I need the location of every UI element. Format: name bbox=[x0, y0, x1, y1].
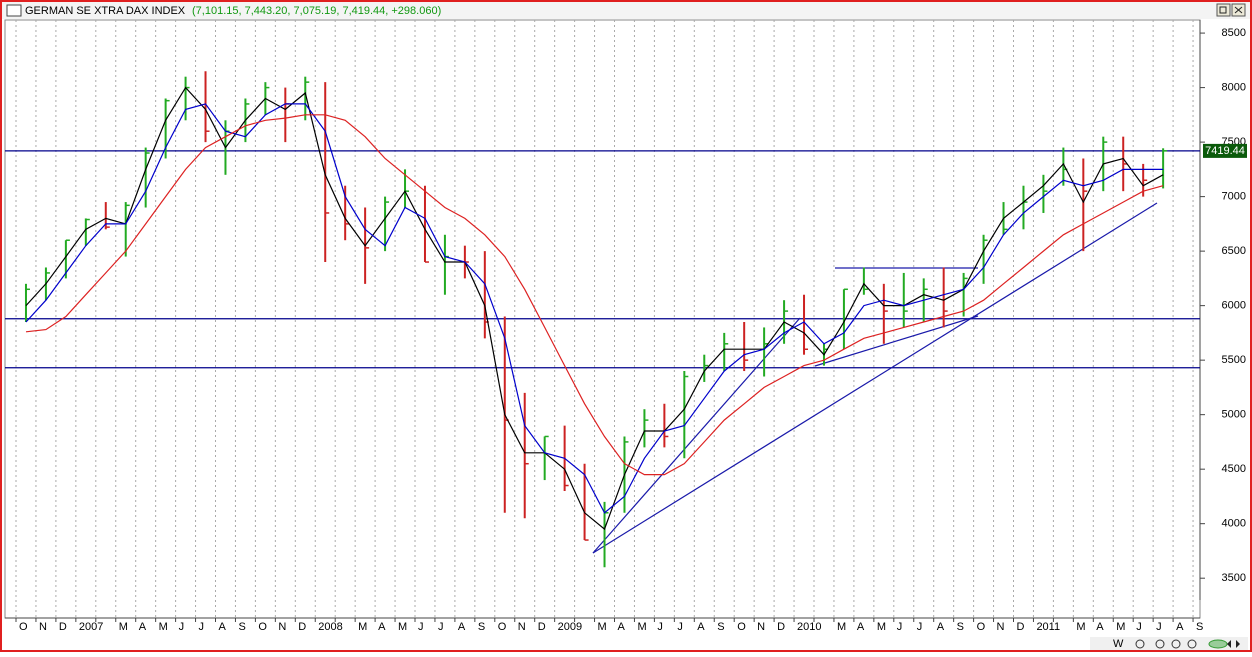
x-tick-label: J bbox=[418, 621, 424, 633]
x-tick-label: J bbox=[199, 621, 205, 633]
toolbar-icon[interactable] bbox=[1171, 639, 1181, 649]
price-tag-label: 7419.44 bbox=[1205, 145, 1245, 157]
moving-average-line bbox=[25, 103, 1164, 514]
x-tick-label: M bbox=[159, 621, 168, 633]
x-tick-label: J bbox=[917, 621, 923, 633]
x-tick-label: N bbox=[278, 621, 286, 633]
x-tick-label: J bbox=[179, 621, 185, 633]
x-tick-label: S bbox=[1196, 621, 1203, 633]
y-tick-label: 6000 bbox=[1222, 300, 1246, 312]
toolbar-slider[interactable] bbox=[1208, 639, 1228, 649]
moving-average-line bbox=[25, 86, 1164, 531]
x-tick-label: N bbox=[997, 621, 1005, 633]
toolbar-label[interactable]: W bbox=[1113, 638, 1124, 650]
x-tick-label: J bbox=[1156, 621, 1162, 633]
chart-title: GERMAN SE XTRA DAX INDEX bbox=[25, 5, 186, 17]
x-tick-label: M bbox=[398, 621, 407, 633]
y-tick-label: 8500 bbox=[1222, 27, 1246, 39]
x-tick-label: A bbox=[1176, 621, 1184, 633]
x-tick-label: 2009 bbox=[558, 621, 582, 633]
title-bar bbox=[2, 2, 1250, 19]
x-tick-label: A bbox=[139, 621, 147, 633]
y-tick-label: 5500 bbox=[1222, 354, 1246, 366]
x-tick-label: D bbox=[538, 621, 546, 633]
x-tick-label: D bbox=[1017, 621, 1025, 633]
chart-subtitle: (7,101.15, 7,443.20, 7,075.19, 7,419.44,… bbox=[192, 5, 441, 17]
x-tick-label: J bbox=[657, 621, 663, 633]
y-tick-label: 5000 bbox=[1222, 409, 1246, 421]
toolbar-icon[interactable] bbox=[1155, 639, 1165, 649]
x-tick-label: D bbox=[59, 621, 67, 633]
y-tick-label: 3500 bbox=[1222, 572, 1246, 584]
x-tick-label: M bbox=[119, 621, 128, 633]
x-tick-label: O bbox=[498, 621, 507, 633]
x-tick-label: M bbox=[637, 621, 646, 633]
x-tick-label: M bbox=[877, 621, 886, 633]
x-tick-label: M bbox=[598, 621, 607, 633]
x-tick-label: N bbox=[39, 621, 47, 633]
x-tick-label: D bbox=[298, 621, 306, 633]
x-tick-label: 2011 bbox=[1036, 621, 1060, 633]
moving-average-line bbox=[25, 114, 1164, 476]
x-tick-label: J bbox=[677, 621, 683, 633]
x-tick-label: M bbox=[1076, 621, 1085, 633]
x-tick-label: S bbox=[957, 621, 964, 633]
trendline bbox=[592, 317, 801, 554]
x-tick-label: A bbox=[697, 621, 705, 633]
y-tick-label: 8000 bbox=[1222, 82, 1246, 94]
x-tick-label: A bbox=[618, 621, 626, 633]
x-tick-label: A bbox=[857, 621, 865, 633]
x-tick-label: J bbox=[897, 621, 903, 633]
x-tick-label: A bbox=[937, 621, 945, 633]
toolbar-icon[interactable] bbox=[1135, 639, 1145, 649]
trendline bbox=[592, 202, 1158, 554]
y-tick-label: 4000 bbox=[1222, 518, 1246, 530]
x-tick-label: M bbox=[358, 621, 367, 633]
price-tag bbox=[1203, 143, 1247, 158]
y-tick-label: 6500 bbox=[1222, 245, 1246, 257]
x-tick-label: O bbox=[19, 621, 28, 633]
x-tick-label: A bbox=[219, 621, 227, 633]
x-tick-label: 2008 bbox=[318, 621, 342, 633]
x-tick-label: J bbox=[438, 621, 444, 633]
x-tick-label: A bbox=[458, 621, 466, 633]
x-tick-label: M bbox=[1116, 621, 1125, 633]
x-tick-label: O bbox=[258, 621, 267, 633]
x-tick-label: A bbox=[1096, 621, 1104, 633]
toolbar-arrows[interactable] bbox=[1227, 640, 1240, 648]
window-icon bbox=[6, 4, 22, 17]
x-tick-label: M bbox=[837, 621, 846, 633]
restore-button[interactable] bbox=[1216, 3, 1231, 17]
x-tick-label: N bbox=[757, 621, 765, 633]
x-tick-label: S bbox=[717, 621, 724, 633]
x-tick-label: 2010 bbox=[797, 621, 821, 633]
x-tick-label: D bbox=[777, 621, 785, 633]
trendline bbox=[814, 315, 979, 367]
x-tick-label: S bbox=[238, 621, 245, 633]
x-tick-label: N bbox=[518, 621, 526, 633]
x-tick-label: O bbox=[977, 621, 986, 633]
x-tick-label: A bbox=[378, 621, 386, 633]
toolbar bbox=[1090, 637, 1248, 650]
y-tick-label: 4500 bbox=[1222, 463, 1246, 475]
x-tick-label: O bbox=[737, 621, 746, 633]
x-tick-label: J bbox=[1136, 621, 1142, 633]
toolbar-icon[interactable] bbox=[1187, 639, 1197, 649]
button-glyphs bbox=[1219, 6, 1243, 14]
x-tick-label: 2007 bbox=[79, 621, 103, 633]
x-tick-label: S bbox=[478, 621, 485, 633]
y-tick-label: 7000 bbox=[1222, 191, 1246, 203]
